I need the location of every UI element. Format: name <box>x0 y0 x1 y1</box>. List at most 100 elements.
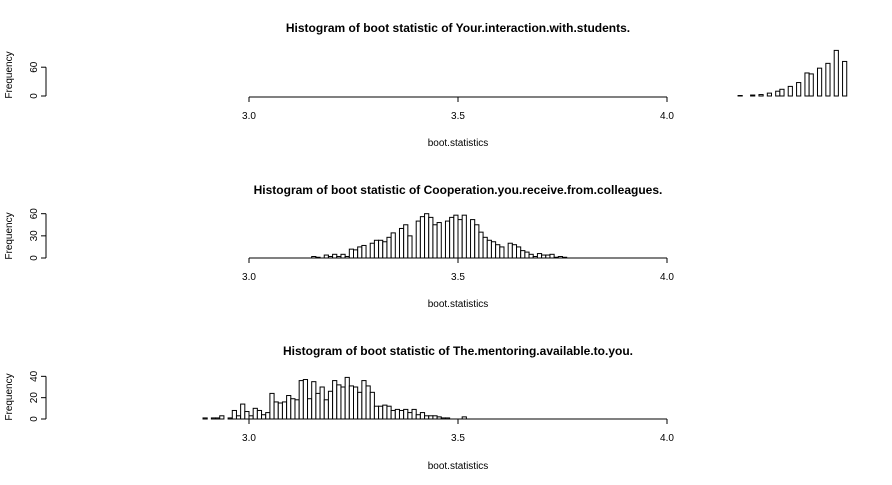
histogram-bar <box>833 49 839 97</box>
histogram-bar <box>332 253 338 259</box>
histogram-bar <box>227 417 233 420</box>
histogram-bar <box>549 253 555 259</box>
y-tick-label: 60 <box>29 208 40 220</box>
histogram-bar <box>256 409 263 420</box>
histogram-bar <box>536 253 543 259</box>
histogram-bar <box>787 85 793 97</box>
axes: 3.0 3.5 4.0 0 30 60 <box>29 208 674 283</box>
histogram-bar <box>474 224 480 259</box>
histogram-bar <box>340 386 346 420</box>
histogram-bar <box>415 414 421 420</box>
histogram-bar <box>449 216 455 259</box>
histogram-bar <box>457 219 463 259</box>
histogram-bar <box>344 376 350 420</box>
y-axis-label: Frequency <box>4 212 15 259</box>
x-tick-label: 4.0 <box>660 433 674 444</box>
histogram-bar <box>386 236 392 259</box>
histogram-bar <box>775 90 781 97</box>
histogram-bars <box>311 213 568 259</box>
histogram-bar <box>365 385 371 420</box>
histogram-bar <box>386 405 392 420</box>
histogram-bar <box>202 417 208 420</box>
histogram-bar <box>307 398 313 420</box>
histogram-bar <box>750 94 756 97</box>
y-axis-label: Frequency <box>4 373 15 420</box>
histogram-bar <box>470 219 476 259</box>
histogram-bar <box>357 246 363 259</box>
histogram-bar <box>332 380 338 420</box>
histogram-bar <box>219 415 225 420</box>
histogram-bar <box>244 411 250 420</box>
histogram-panel-cooperation: Histogram of boot statistic of Cooperati… <box>4 183 674 310</box>
histogram-bar <box>432 224 438 259</box>
histogram-bar <box>373 405 380 420</box>
histogram-bar <box>327 390 334 420</box>
histogram-bar <box>353 249 359 259</box>
x-axis-label: boot.statistics <box>428 299 489 310</box>
histogram-bars <box>737 49 848 97</box>
histogram-bar <box>252 407 258 420</box>
histogram-bar <box>231 409 237 420</box>
histogram-bar <box>804 72 810 97</box>
histogram-bar <box>428 216 434 259</box>
histogram-bar <box>390 409 396 420</box>
histogram-bar <box>319 386 325 420</box>
histogram-bar <box>215 417 221 420</box>
histogram-bar <box>235 415 242 420</box>
histogram-bar <box>277 402 283 420</box>
histogram-bar <box>357 391 363 420</box>
histogram-bar <box>403 224 409 259</box>
histogram-bar <box>323 399 329 420</box>
axes: 3.0 3.5 4.0 0 20 40 <box>29 370 674 444</box>
histogram-bar <box>403 408 409 420</box>
histogram-bar <box>378 405 384 420</box>
histogram-bar <box>495 244 501 259</box>
histogram-bar <box>302 379 309 420</box>
histogram-bar <box>281 401 288 420</box>
histogram-bar <box>444 220 451 259</box>
histogram-bar <box>311 381 317 420</box>
histogram-bar <box>261 414 267 420</box>
histogram-bar <box>294 399 300 420</box>
histogram-bar <box>361 380 367 420</box>
histogram-bar <box>453 214 459 259</box>
histogram-bar <box>415 220 421 259</box>
histogram-bar <box>298 380 304 420</box>
histogram-bar <box>382 404 388 420</box>
histogram-bar <box>842 60 848 97</box>
histogram-bar <box>482 236 488 259</box>
chart-title: Histogram of boot statistic of The.mento… <box>283 344 633 358</box>
histogram-bar <box>825 62 831 97</box>
y-axis-label: Frequency <box>4 51 15 98</box>
histogram-bar <box>419 216 426 259</box>
histogram-bar <box>424 213 430 259</box>
histogram-bars <box>202 376 467 420</box>
histogram-bar <box>398 409 405 420</box>
histogram-bar <box>240 403 246 420</box>
histogram-panel-interaction: Histogram of boot statistic of Your.inte… <box>4 21 848 149</box>
x-tick-label: 3.5 <box>451 272 465 283</box>
histogram-bar <box>369 242 375 259</box>
histogram-bar <box>516 246 522 259</box>
histogram-bar <box>499 246 505 259</box>
histogram-bar <box>290 398 296 420</box>
y-tick-label: 60 <box>29 61 40 73</box>
histogram-bar <box>382 241 388 259</box>
x-tick-label: 3.0 <box>242 433 256 444</box>
histogram-bar <box>511 244 518 259</box>
chart-title: Histogram of boot statistic of Cooperati… <box>254 183 663 197</box>
histogram-bar <box>398 227 405 259</box>
histogram-bar <box>766 92 773 97</box>
histogram-panel-mentoring: Histogram of boot statistic of The.mento… <box>4 344 674 472</box>
x-tick-label: 3.5 <box>451 111 465 122</box>
histogram-bar <box>353 386 359 420</box>
histogram-bar <box>461 214 467 259</box>
histogram-bar <box>348 385 355 420</box>
histogram-bar <box>265 412 271 420</box>
y-tick-label: 40 <box>29 370 40 382</box>
axes: 3.0 3.5 4.0 0 60 <box>29 61 674 122</box>
histogram-bar <box>478 231 484 259</box>
histogram-bar <box>394 408 400 420</box>
histogram-bar <box>816 67 823 97</box>
histogram-bar <box>407 235 413 259</box>
